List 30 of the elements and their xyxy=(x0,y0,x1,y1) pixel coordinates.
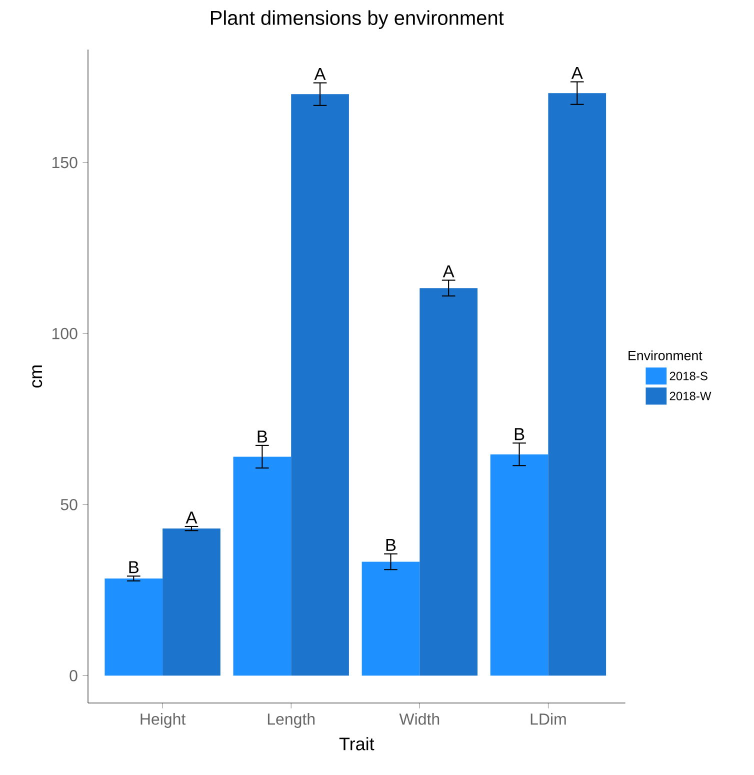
annotation: A xyxy=(442,265,454,278)
x-tick-label: LDim xyxy=(530,713,566,725)
x-tick-label: Width xyxy=(399,713,440,725)
legend-label: 2018-W xyxy=(670,392,712,400)
y-axis-title: cm xyxy=(32,366,42,388)
legend-title: Environment xyxy=(628,350,702,360)
chart-title: Plant dimensions by environment xyxy=(211,10,504,29)
y-tick-label: 0 xyxy=(70,670,78,682)
bar xyxy=(490,454,548,676)
bar xyxy=(233,456,292,676)
annotation: A xyxy=(571,66,583,79)
bar xyxy=(104,578,163,676)
annotation: B xyxy=(258,430,268,442)
bar xyxy=(548,93,606,676)
bar xyxy=(291,94,349,676)
bar xyxy=(420,288,478,676)
x-tick-label: Length xyxy=(268,713,315,728)
annotation: A xyxy=(186,512,198,524)
x-tick-label: Height xyxy=(140,713,186,728)
y-tick-label: 50 xyxy=(60,498,78,510)
annotation: B xyxy=(386,539,396,551)
x-axis-title: Trait xyxy=(339,737,374,750)
annotation: B xyxy=(129,561,138,574)
annotation: B xyxy=(514,428,524,440)
bar xyxy=(362,562,420,676)
annotation: A xyxy=(314,68,326,80)
bar xyxy=(162,528,220,676)
y-tick-label: 150 xyxy=(52,156,78,168)
y-tick-label: 100 xyxy=(52,328,78,340)
legend-label: 2018-S xyxy=(670,372,708,380)
